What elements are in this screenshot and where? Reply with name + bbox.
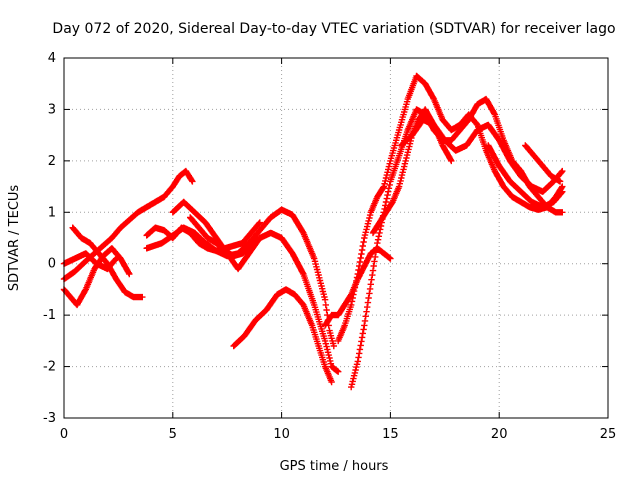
y-tick-label: -1 <box>43 308 56 323</box>
series-markers <box>522 142 564 185</box>
series-track-h <box>187 214 263 260</box>
y-tick-label: -2 <box>43 360 56 375</box>
plot-frame <box>63 57 609 419</box>
y-tick-label: 3 <box>48 102 56 117</box>
series-track-i <box>230 286 335 386</box>
series-track-p <box>522 142 564 185</box>
x-tick-label: 20 <box>491 427 508 442</box>
series-track-c <box>69 224 146 301</box>
y-tick-label: 1 <box>48 205 56 220</box>
y-axis-label: SDTVAR / TECUs <box>7 185 22 292</box>
x-tick-label: 0 <box>60 427 68 442</box>
series-track-o <box>485 142 566 211</box>
series-markers <box>335 72 566 345</box>
x-tick-label: 25 <box>600 427 617 442</box>
y-tick-label: -3 <box>43 411 56 426</box>
y-tick-label: 0 <box>48 257 56 272</box>
x-tick-label: 15 <box>382 427 399 442</box>
series-markers <box>485 142 566 211</box>
y-tick-label: 2 <box>48 154 56 169</box>
series-track-n <box>369 106 455 237</box>
series-markers <box>369 106 455 237</box>
x-tick-label: 5 <box>169 427 177 442</box>
series-markers <box>187 214 263 260</box>
series-markers <box>230 286 335 386</box>
y-tick-label: 4 <box>48 51 56 66</box>
x-axis-label: GPS time / hours <box>280 459 389 474</box>
chart-title: Day 072 of 2020, Sidereal Day-to-day VTE… <box>52 21 615 37</box>
data-layer <box>60 72 566 391</box>
series-markers <box>69 224 146 301</box>
x-tick-label: 10 <box>273 427 290 442</box>
series-track-k <box>335 72 566 345</box>
